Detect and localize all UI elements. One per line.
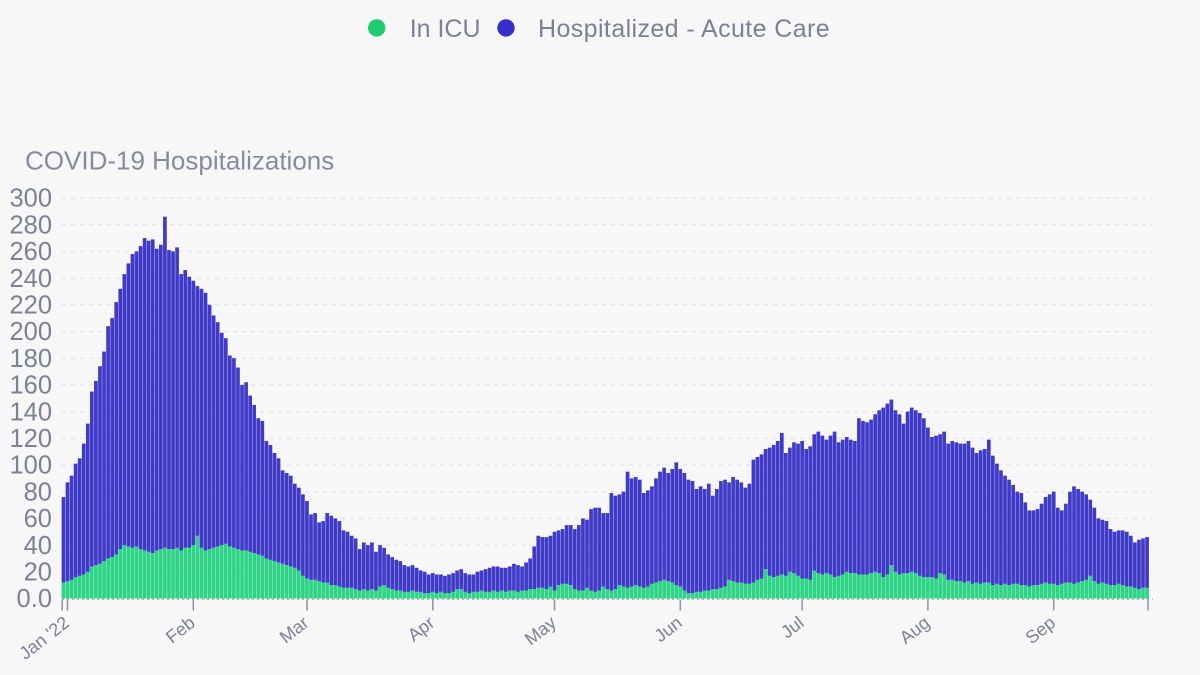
- svg-text:180: 180: [9, 345, 52, 373]
- svg-text:220: 220: [9, 292, 52, 320]
- svg-text:120: 120: [9, 425, 52, 453]
- svg-text:Hospitalized - Acute Care: Hospitalized - Acute Care: [538, 15, 830, 43]
- svg-text:In ICU: In ICU: [410, 15, 481, 43]
- svg-text:200: 200: [9, 318, 52, 346]
- svg-text:40: 40: [24, 532, 52, 560]
- svg-text:280: 280: [9, 211, 52, 239]
- svg-text:300: 300: [9, 185, 52, 213]
- svg-text:COVID-19 Hospitalizations: COVID-19 Hospitalizations: [25, 146, 334, 176]
- svg-text:0.0: 0.0: [17, 585, 52, 613]
- svg-text:20: 20: [24, 559, 52, 587]
- svg-text:260: 260: [9, 238, 52, 266]
- svg-text:60: 60: [24, 505, 52, 533]
- svg-text:100: 100: [9, 452, 52, 480]
- svg-text:80: 80: [24, 478, 52, 506]
- svg-text:140: 140: [9, 398, 52, 426]
- svg-text:240: 240: [9, 265, 52, 293]
- svg-text:160: 160: [9, 372, 52, 400]
